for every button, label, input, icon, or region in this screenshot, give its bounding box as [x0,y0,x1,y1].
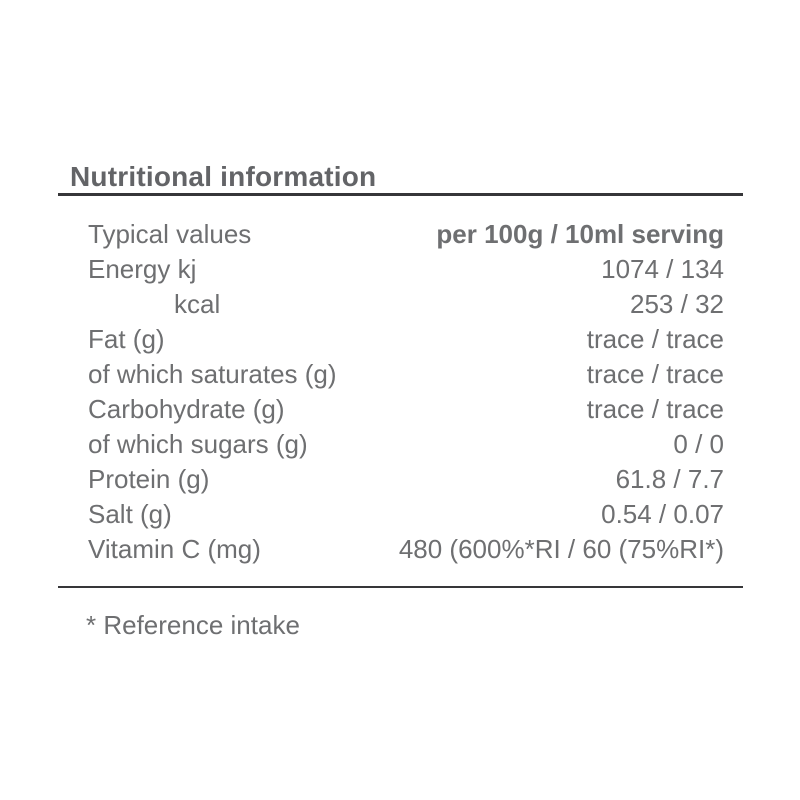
row-label: Carbohydrate (g) [88,394,285,424]
column-header-per-serving: per 100g / 10ml serving [436,219,724,249]
row-value: 61.8 / 7.7 [615,464,724,494]
table-row-salt: Salt (g) 0.54 / 0.07 [88,497,724,532]
table-header-row: Typical values per 100g / 10ml serving [88,217,724,252]
row-value: trace / trace [586,324,724,354]
panel-title: Nutritional information [70,161,377,192]
row-label: Energy kj [88,254,197,284]
row-value: 253 / 32 [630,289,724,319]
row-value: 0.54 / 0.07 [601,499,724,529]
table-row-sugars: of which sugars (g) 0 / 0 [88,427,724,462]
table-row-energy-kj: Energy kj 1074 / 134 [88,252,724,287]
table-row-vitamin-c: Vitamin C (mg) 480 (600%*RI / 60 (75%RI*… [88,532,724,567]
header-divider [58,193,743,196]
row-label: of which saturates (g) [88,359,337,389]
row-value: 1074 / 134 [601,254,724,284]
row-value: trace / trace [586,394,724,424]
row-label: of which sugars (g) [88,429,308,459]
table-row-fat: Fat (g) trace / trace [88,322,724,357]
column-header-typical-values: Typical values [88,219,252,249]
row-label: Protein (g) [88,464,210,494]
reference-intake-footnote: * Reference intake [86,610,300,640]
footer-divider [58,586,743,588]
row-label: Fat (g) [88,324,165,354]
row-label: kcal [174,289,221,319]
table-row-saturates: of which saturates (g) trace / trace [88,357,724,392]
table-row-energy-kcal: kcal 253 / 32 [88,287,724,322]
table-row-carbohydrate: Carbohydrate (g) trace / trace [88,392,724,427]
table-row-protein: Protein (g) 61.8 / 7.7 [88,462,724,497]
row-value: 0 / 0 [673,429,724,459]
row-label: Vitamin C (mg) [88,534,261,564]
row-value: trace / trace [586,359,724,389]
row-label: Salt (g) [88,499,172,529]
row-value: 480 (600%*RI / 60 (75%RI*) [398,534,724,564]
nutrition-table: Typical values per 100g / 10ml serving E… [88,217,724,567]
